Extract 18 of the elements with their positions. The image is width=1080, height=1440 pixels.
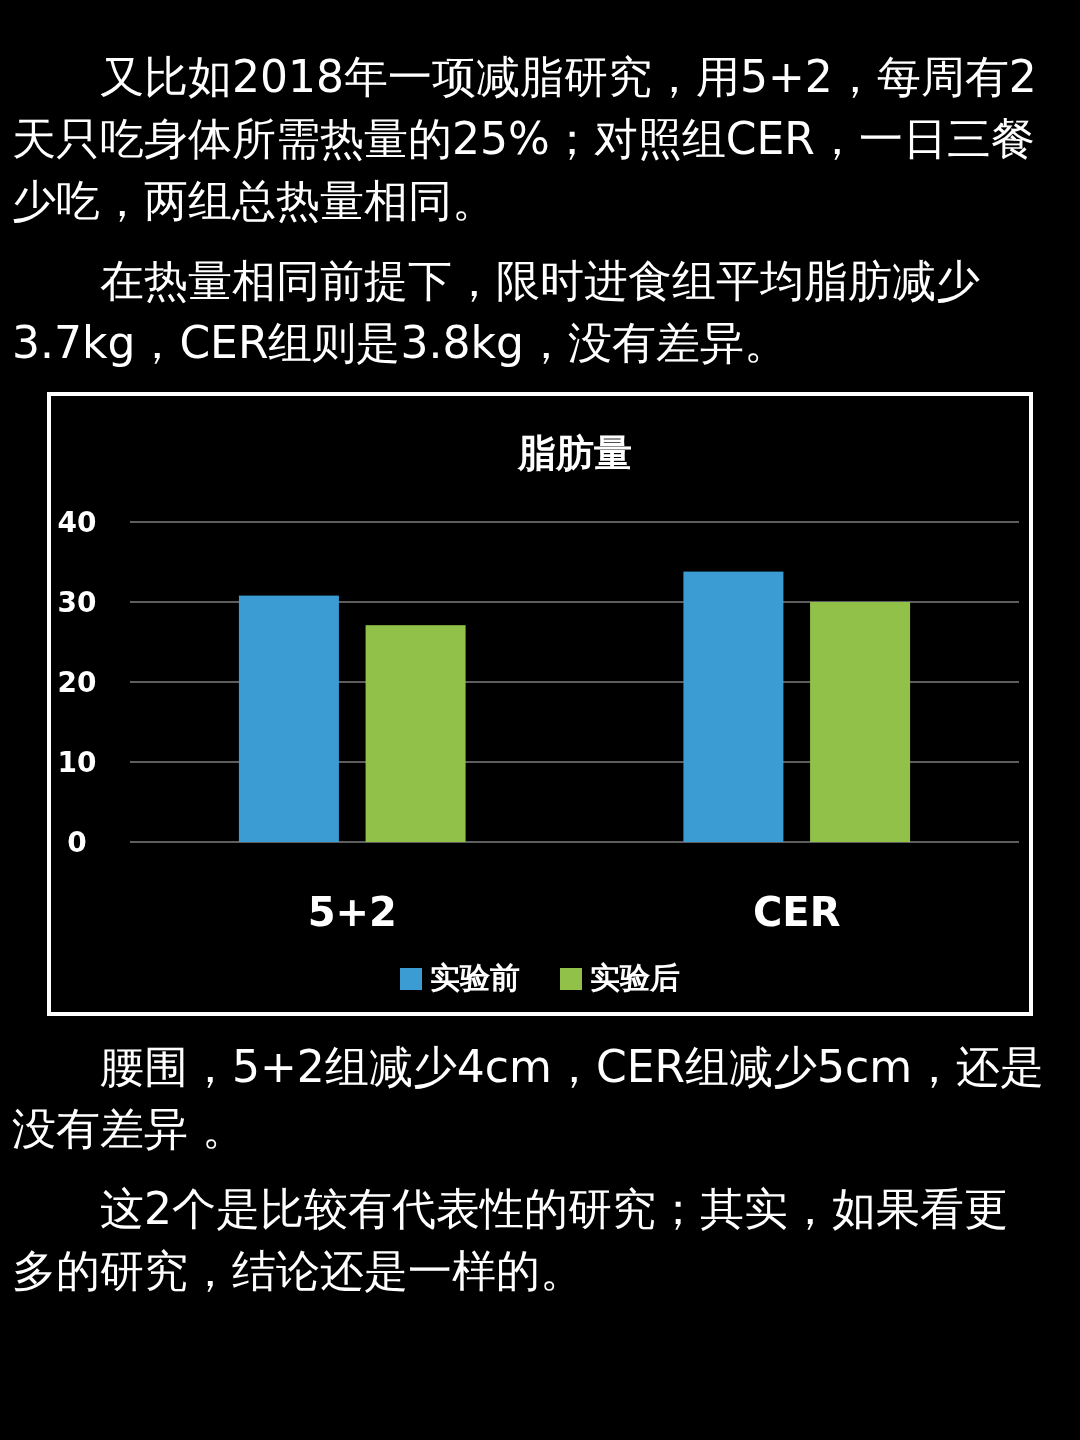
bar [238,595,339,842]
y-tick-label: 10 [57,746,97,779]
text: 在热量相同前提下，限时进食组平均脂肪减少3.7kg，CER组则是3.8kg，没有差异。 [12,254,981,370]
text: 又比如2018年一项减脂研究，用5+2，每周有2天只吃身体所需热量的25%；对照组CER，一日三餐少吃，两组总热量相同。 [12,50,1038,228]
y-tick-label: 20 [57,666,97,699]
bar [810,602,911,842]
y-tick-label: 30 [57,586,97,619]
chart-title: 脂肪量 [516,431,632,475]
legend-label: 实验前 [430,960,520,995]
text: 这2个是比较有代表性的研究；其实，如果看更多的研究，结论还是一样的。 [12,1182,1009,1298]
bar [365,625,466,842]
text: 腰围，5+2组减少4cm，CER组减少5cm，还是没有差异 。 [12,1040,1046,1156]
y-tick-label: 40 [57,506,97,539]
y-tick-label: 0 [67,826,87,859]
x-tick-label: 5+2 [307,889,397,935]
bar [683,571,784,842]
legend-label: 实验后 [590,960,680,995]
x-tick-label: CER [753,889,841,935]
